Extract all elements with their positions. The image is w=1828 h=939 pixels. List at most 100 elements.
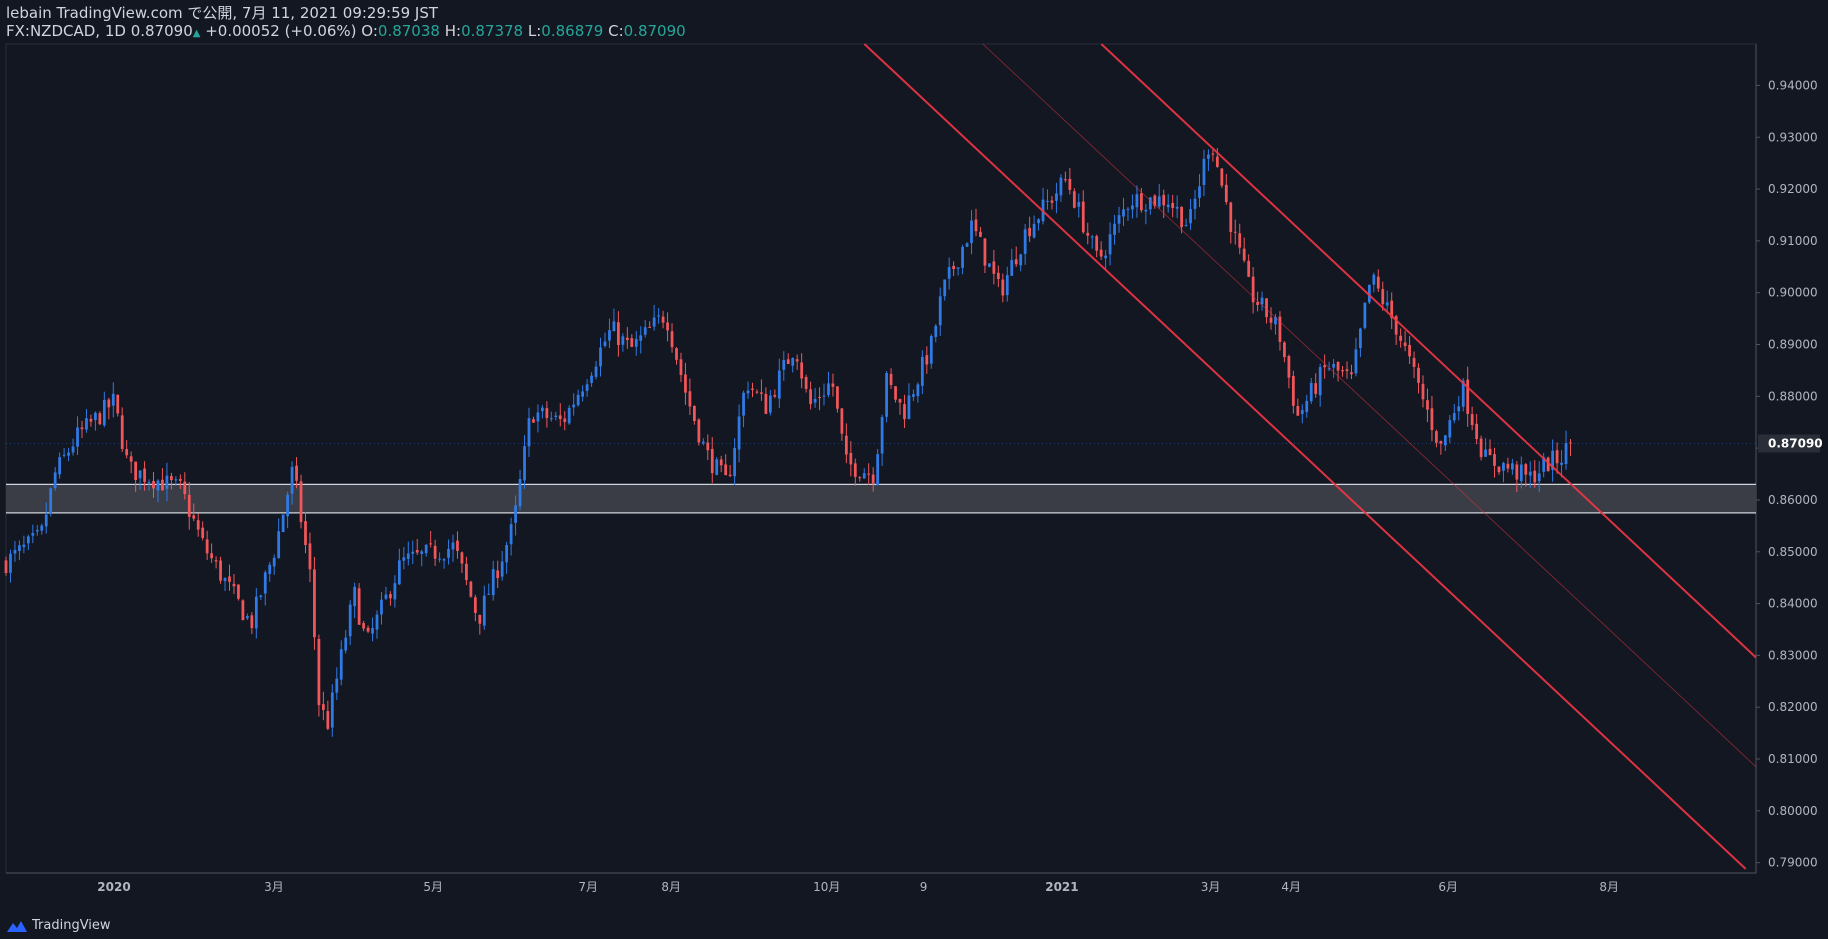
channel-layer[interactable] xyxy=(863,43,1757,870)
candle-body xyxy=(1265,298,1268,318)
candle-body xyxy=(1055,193,1058,201)
time-tick-label: 10月 xyxy=(813,880,840,894)
candle-body xyxy=(1488,448,1492,456)
price-axis[interactable]: 0.94000 0.93000 0.92000 0.91000 0.90000 0.890… xyxy=(1756,78,1823,870)
candle-body xyxy=(737,416,741,450)
low-label: L: xyxy=(527,22,542,40)
candle-body xyxy=(1569,442,1572,444)
candle-body xyxy=(1376,276,1380,289)
candle-body xyxy=(827,383,830,395)
candle-body xyxy=(1555,450,1559,464)
candle-body xyxy=(751,388,754,390)
candle-body xyxy=(1274,316,1277,325)
candle-body xyxy=(1537,473,1541,482)
candle-body xyxy=(1542,457,1546,472)
price-tick-label: 0.94000 xyxy=(1768,78,1818,92)
candle-body xyxy=(1408,344,1411,357)
candle-body xyxy=(40,525,44,531)
candle-body xyxy=(1099,249,1103,257)
footer-brand[interactable]: TradingView xyxy=(6,918,111,933)
candle-body xyxy=(1171,203,1175,208)
candle-body xyxy=(836,386,839,409)
candle-body xyxy=(371,627,374,634)
price-chart[interactable]: 0.94000 0.93000 0.92000 0.91000 0.90000 0.890… xyxy=(0,0,1828,900)
price-tick-label: 0.79000 xyxy=(1768,856,1818,870)
candle-body xyxy=(1189,208,1192,224)
candle-body xyxy=(572,404,576,408)
candle-body xyxy=(697,419,701,443)
candle-body xyxy=(706,442,710,451)
support-zone[interactable] xyxy=(6,484,1756,513)
candle-body xyxy=(18,545,21,552)
candle-body xyxy=(634,338,638,347)
up-arrow-icon: ▲ xyxy=(192,28,201,39)
channel-upper-line[interactable] xyxy=(1100,43,1757,659)
candle-body xyxy=(581,391,585,397)
candle-body xyxy=(1005,275,1009,296)
candle-body xyxy=(1193,198,1197,209)
candle-body xyxy=(1242,248,1246,261)
last-price-badge-label: 0.87090 xyxy=(1768,436,1823,450)
candle-body xyxy=(1157,196,1161,207)
time-tick-label: 8月 xyxy=(661,880,681,894)
candle-body xyxy=(326,711,330,729)
candle-body xyxy=(482,595,486,626)
last-price-badge xyxy=(1758,434,1820,453)
candle-body xyxy=(590,375,593,383)
time-tick-label: 3月 xyxy=(1201,880,1221,894)
candle-body xyxy=(1475,423,1479,440)
candle-body xyxy=(603,341,607,347)
time-tick-label: 3月 xyxy=(264,880,284,894)
candle-body xyxy=(1435,431,1438,443)
candle-body xyxy=(22,544,26,548)
candle-body xyxy=(809,389,812,405)
candle-body xyxy=(161,479,164,491)
time-tick-label: 2021 xyxy=(1045,880,1078,894)
candle-body xyxy=(170,476,173,481)
candle-body xyxy=(1260,297,1264,305)
channel-lower-line[interactable] xyxy=(863,43,1747,870)
candle-body xyxy=(1412,357,1416,367)
candle-body xyxy=(339,649,343,680)
candle-body xyxy=(760,392,763,394)
candle-body xyxy=(49,488,53,513)
candle-body xyxy=(844,435,848,455)
candle-body xyxy=(1291,376,1295,406)
published-line: lebain TradingView.com で公開, 7月 11, 2021 … xyxy=(6,4,439,22)
candle-body xyxy=(670,331,674,348)
candle-body xyxy=(268,564,272,574)
brand-label: TradingView xyxy=(32,918,111,933)
candle-body xyxy=(178,478,182,481)
candle-body xyxy=(527,418,531,447)
candle-body xyxy=(1551,450,1555,470)
price-tick-label: 0.80000 xyxy=(1768,804,1818,818)
candle-body xyxy=(228,576,231,582)
price-change: +0.00052 (+0.06%) xyxy=(205,22,357,40)
candle-body xyxy=(952,265,956,270)
candle-body xyxy=(643,327,647,335)
candle-body xyxy=(237,584,240,599)
candle-body xyxy=(125,449,129,456)
candle-body xyxy=(880,417,884,454)
candle-body xyxy=(599,347,602,367)
candle-body xyxy=(1153,195,1157,206)
candle-body xyxy=(299,481,303,523)
time-axis[interactable]: 2020 3月 5月 7月 8月 10月 9 2021 3月 4月 6月 8月 xyxy=(97,880,1619,894)
candle-body xyxy=(1546,457,1550,472)
candle-body xyxy=(894,386,897,400)
candle-body xyxy=(491,569,495,596)
channel-mid-line[interactable] xyxy=(982,43,1757,768)
candle-body xyxy=(898,399,902,403)
candle-body xyxy=(612,321,616,332)
candle-body xyxy=(420,551,424,554)
candle-body xyxy=(384,594,388,599)
candle-body xyxy=(362,623,365,629)
candle-body xyxy=(746,390,750,394)
tradingview-logo-icon xyxy=(7,920,27,932)
candle-body xyxy=(929,336,933,364)
candle-body xyxy=(447,548,450,558)
candle-body xyxy=(1560,462,1563,465)
close-label: C: xyxy=(608,22,624,40)
candle-body xyxy=(406,553,410,559)
candle-body xyxy=(201,527,205,538)
